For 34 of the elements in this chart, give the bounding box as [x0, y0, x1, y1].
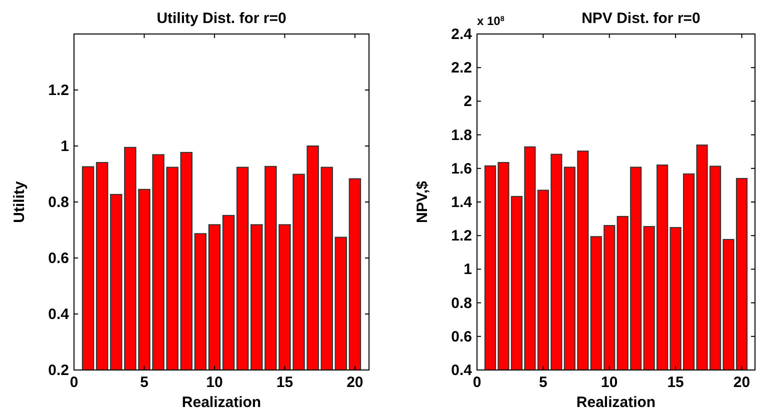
x-tick-label: 15: [276, 374, 294, 391]
x-tick-label: 10: [206, 374, 223, 391]
y-tick-label: 0.6: [48, 250, 69, 267]
y-axis-title: Utility: [11, 180, 28, 223]
x-tick-label: 5: [539, 374, 548, 391]
y-tick-label: 0.8: [48, 194, 69, 211]
y-tick-label: 0.8: [451, 294, 472, 312]
y-tick-label: 0.4: [451, 362, 473, 379]
y-tick-label: 1.2: [451, 228, 472, 245]
y-tick-label: 1.8: [451, 126, 472, 144]
x-tick-label: 20: [346, 374, 364, 391]
y-tick-label: 2.4: [451, 26, 473, 43]
chart-title: Utility Dist. for r=0: [156, 10, 286, 27]
x-tick-label: 10: [601, 374, 618, 391]
x-tick-label: 20: [733, 374, 750, 391]
x-tick-label: 5: [140, 374, 148, 391]
y-tick-label: 1.4: [451, 194, 473, 211]
x-tick-label: 0: [472, 374, 482, 391]
y-axis-title: NPV,$: [414, 180, 431, 223]
y-tick-label: 2.2: [451, 60, 472, 77]
x-axis-title: Realization: [182, 394, 262, 411]
y-tick-label: 0.6: [451, 328, 472, 346]
x-tick-label: 15: [667, 374, 684, 391]
x-axis-title: Realization: [576, 394, 656, 411]
y-tick-label: 1: [60, 138, 69, 155]
y-tick-label: 2: [464, 93, 472, 110]
y-tick-label: 1: [464, 261, 472, 278]
y-tick-label: 0.4: [48, 306, 70, 323]
text: x 10$^{8}$: [477, 14, 504, 28]
x-tick-label: 0: [70, 374, 78, 391]
y-tick-label: 1.2: [48, 82, 69, 99]
y-tick-label: 0.2: [48, 362, 69, 379]
y-tick-label: 1.6: [451, 160, 472, 178]
chart-title: NPV Dist. for r=0: [582, 10, 700, 27]
